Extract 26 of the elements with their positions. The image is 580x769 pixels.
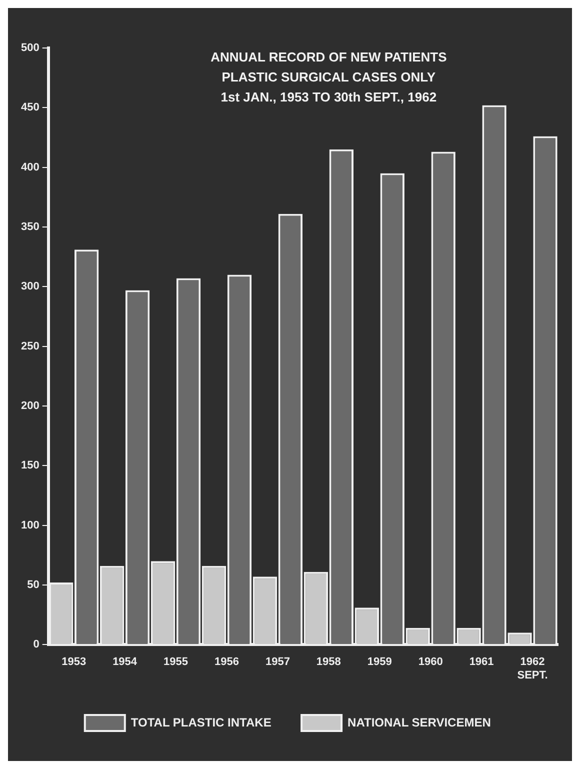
x-tick-label: 1961 (469, 656, 494, 668)
y-tick-label: 400 (20, 161, 40, 174)
legend-label: NATIONAL SERVICEMEN (348, 715, 491, 730)
x-tick-label: 1958 (316, 656, 341, 668)
x-tick-label: 1960 (418, 656, 443, 668)
y-tick-label: 50 (27, 578, 40, 591)
y-tick-label: 200 (20, 400, 40, 412)
text: ANNUAL RECORD OF NEW PATIENTS (210, 50, 447, 65)
y-tick-label: 0 (33, 638, 40, 651)
x-tick-label: 1953 (62, 656, 86, 668)
y-tick-label: 100 (20, 519, 40, 532)
x-tick-label: 1955 (164, 656, 188, 668)
y-tick-label: 150 (20, 460, 40, 472)
y-tick-label: 250 (20, 340, 40, 352)
y-tick-label: 500 (20, 42, 40, 54)
y-tick-label: 300 (20, 280, 40, 293)
x-tick-label: 1956 (214, 656, 239, 668)
x-tick-label: 1962 SEPT. (517, 656, 548, 682)
x-tick-label: 1957 (265, 656, 290, 668)
x-tick-label: 1954 (112, 656, 138, 668)
x-tick-label: 1959 (367, 656, 392, 668)
legend-label: TOTAL PLASTIC INTAKE (130, 715, 272, 730)
text: 1st JAN., 1953 TO 30th SEPT., 1962 (220, 90, 437, 105)
y-tick-label: 450 (20, 102, 40, 114)
text: PLASTIC SURGICAL CASES ONLY (222, 70, 436, 85)
y-tick-label: 350 (20, 221, 40, 234)
